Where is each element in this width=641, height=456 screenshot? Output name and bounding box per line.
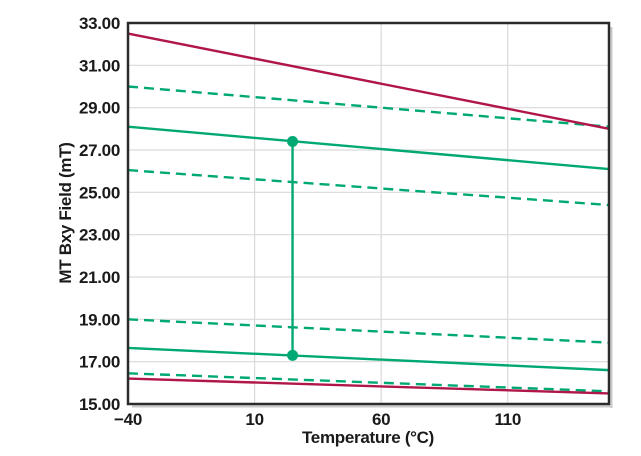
series-bxy-max-outer-dashed bbox=[127, 85, 610, 128]
y-tick-label: 31.00 bbox=[79, 56, 120, 75]
x-tick-label: 110 bbox=[494, 410, 521, 429]
series-bxy-min-outer-dashed bbox=[127, 372, 610, 393]
series-bxy-min-inner-dashed bbox=[127, 318, 610, 344]
marker-dot-top bbox=[287, 136, 299, 148]
y-tick-label: 17.00 bbox=[79, 353, 120, 372]
y-tick-label: 19.00 bbox=[79, 310, 120, 329]
plot-border bbox=[126, 21, 611, 406]
series-bxy-min-solid bbox=[127, 346, 610, 372]
series-bxy-max-inner-dashed bbox=[127, 168, 610, 207]
series-bxy-min-red-limit bbox=[127, 377, 610, 395]
series-bxy-max-red-limit bbox=[127, 32, 610, 131]
series-bxy-max-solid bbox=[127, 125, 610, 171]
y-tick-label: 33.00 bbox=[79, 14, 120, 33]
x-tick-label: 10 bbox=[245, 410, 263, 429]
marker-dot-bottom bbox=[287, 349, 299, 361]
y-tick-label: 25.00 bbox=[79, 183, 120, 202]
y-tick-label: 29.00 bbox=[79, 99, 120, 118]
y-tick-label: 23.00 bbox=[79, 226, 120, 245]
y-axis-title: MT Bxy Field (mT) bbox=[56, 142, 75, 284]
y-tick-label: 27.00 bbox=[79, 141, 120, 160]
x-tick-label: −40 bbox=[114, 410, 142, 429]
y-tick-label: 15.00 bbox=[79, 395, 120, 414]
x-axis-title: Temperature (°C) bbox=[301, 428, 435, 447]
x-tick-label: 60 bbox=[372, 410, 390, 429]
y-tick-label: 21.00 bbox=[79, 268, 120, 287]
